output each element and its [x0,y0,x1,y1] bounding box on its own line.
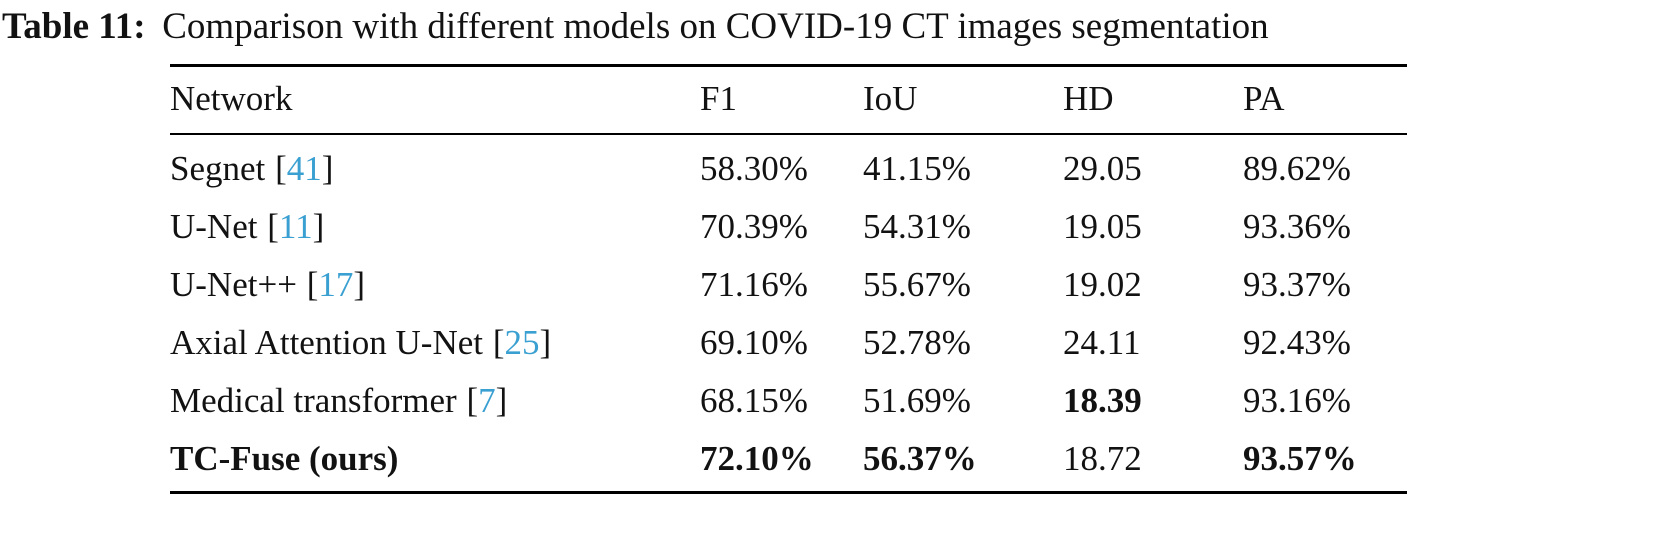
pa-cell: 93.16% [1243,381,1351,421]
hd-cell: 29.05 [1063,149,1142,189]
bracket-close: ] [321,149,334,189]
bracket-open: [ [466,381,479,421]
iou-cell: 55.67% [863,265,971,305]
bracket-open: [ [492,323,505,363]
pa-cell: 93.36% [1243,207,1351,247]
citation: [41] [275,149,333,188]
hd-cell: 18.39 [1063,381,1142,421]
hd-cell: 24.11 [1063,323,1141,363]
hd-cell: 18.72 [1063,430,1243,495]
table-row: Axial Attention U-Net [25] 69.10% 52.78% … [170,314,1407,372]
network-cell: Segnet [41] [170,134,700,198]
f1-cell: 68.15% [700,381,808,421]
table-row: Segnet [41] 58.30% 41.15% 29.05 89.62% [170,134,1407,198]
f1-cell: 70.39% [700,207,808,247]
pa-cell: 93.37% [1243,265,1351,305]
network-cell: U-Net++ [17] [170,256,700,314]
f1-cell: 72.10% [700,430,863,495]
header-network: Network [170,65,700,136]
iou-cell: 41.15% [863,149,971,189]
citation: [11] [267,207,324,246]
header-iou: IoU [863,65,1063,136]
network-name: Axial Attention U-Net [170,323,484,363]
citation-link[interactable]: 41 [286,149,322,189]
header-f1: F1 [700,65,863,136]
f1-cell: 58.30% [700,149,808,189]
table-header-row: Network F1 IoU HD PA [170,65,1407,136]
results-table: Network F1 IoU HD PA Segnet [41] 58.30% 4… [170,64,1407,495]
citation: [17] [307,265,365,304]
header-hd: HD [1063,65,1243,136]
iou-cell: 56.37% [863,430,1063,495]
citation: [7] [466,381,507,420]
table-caption: Table 11: Comparison with different model… [0,0,1654,50]
citation: [25] [493,323,551,362]
caption-label: Table 11: [2,6,146,47]
citation-link[interactable]: 17 [318,265,354,305]
citation-link[interactable]: 7 [478,381,496,421]
bracket-open: [ [275,149,287,189]
network-cell: U-Net [11] [170,198,700,256]
network-cell: Medical transformer [7] [170,372,700,430]
hd-cell: 19.02 [1063,265,1142,305]
iou-cell: 54.31% [863,207,971,247]
table-row: TC-Fuse (ours) 72.10% 56.37% 18.72 93.57… [170,430,1407,495]
table-row: U-Net [11] 70.39% 54.31% 19.05 93.36% [170,198,1407,256]
bracket-open: [ [267,207,279,247]
pa-cell: 93.57% [1243,430,1407,495]
bracket-close: ] [312,207,325,247]
header-pa: PA [1243,65,1407,136]
table-row: Medical transformer [7] 68.15% 51.69% 18.… [170,372,1407,430]
bracket-close: ] [539,323,552,363]
citation-link[interactable]: 11 [278,207,313,247]
f1-cell: 69.10% [700,323,808,363]
network-name: Segnet [170,149,266,189]
table-row: U-Net++ [17] 71.16% 55.67% 19.02 93.37% [170,256,1407,314]
hd-cell: 19.05 [1063,207,1142,247]
citation-link[interactable]: 25 [504,323,540,363]
network-name: Medical transformer [170,381,457,421]
caption-text: Comparison with different models on COVI… [162,6,1269,47]
f1-cell: 71.16% [700,265,808,305]
network-cell: Axial Attention U-Net [25] [170,314,700,372]
iou-cell: 51.69% [863,381,971,421]
pa-cell: 89.62% [1243,149,1351,189]
network-cell: TC-Fuse (ours) [170,430,700,495]
pa-cell: 92.43% [1243,323,1351,363]
network-name: U-Net [170,207,258,247]
bracket-open: [ [306,265,319,305]
bracket-close: ] [495,381,508,421]
bracket-close: ] [353,265,366,305]
network-name: U-Net++ [170,265,297,305]
iou-cell: 52.78% [863,323,971,363]
